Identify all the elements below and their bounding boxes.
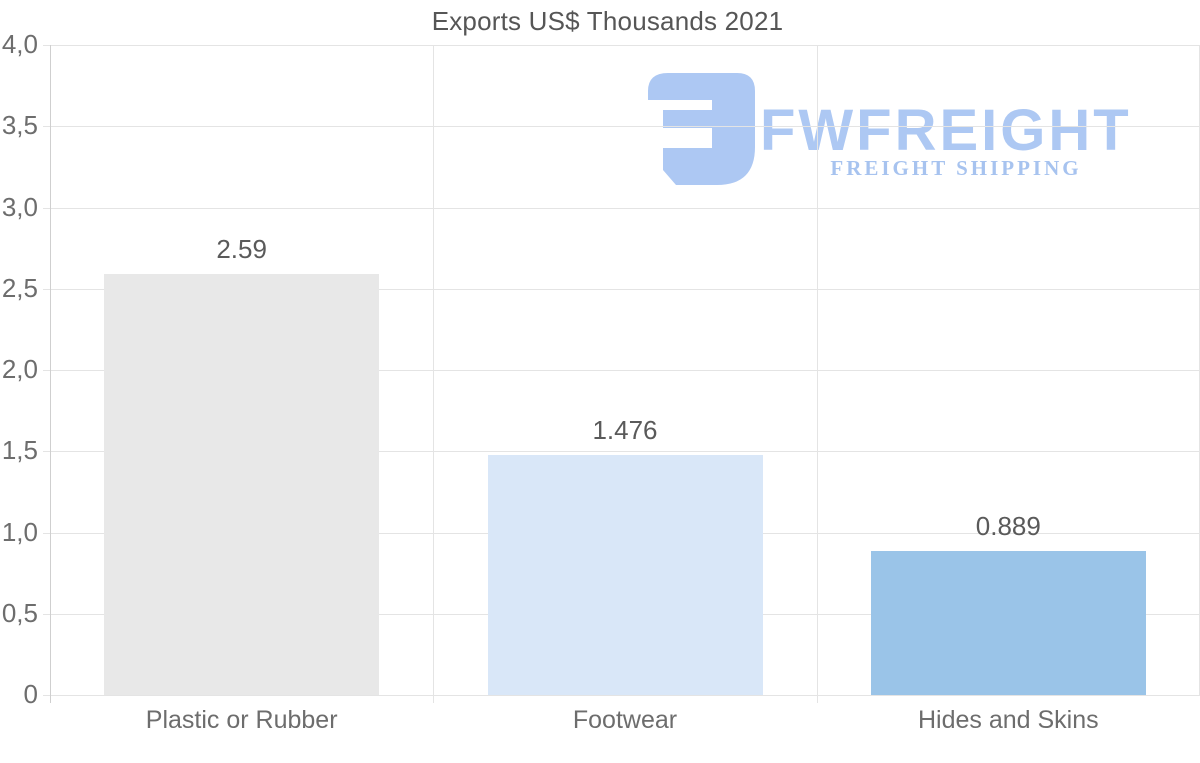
x-axis-category-label: Hides and Skins [917, 706, 1099, 734]
watermark-tagline-text: FREIGHT SHIPPING [830, 156, 1082, 180]
bar-value-label: 2.59 [216, 234, 267, 265]
bar-plastic-or-rubber [104, 274, 380, 695]
chart-title: Exports US$ Thousands 2021 [431, 6, 784, 36]
watermark-brand-text: FWFREIGHT [760, 98, 1132, 163]
y-gridline [43, 288, 1200, 290]
y-axis-tick-label: 2,0 [1, 354, 38, 384]
y-gridline [43, 207, 1200, 209]
fwfreight-logo-icon [648, 73, 755, 185]
x-axis-category-label: Footwear [572, 706, 678, 734]
y-axis-tick-label: 1,0 [1, 516, 38, 547]
y-axis-tick-label: 3,5 [1, 110, 38, 141]
x-axis-category-label: Plastic or Rubber [145, 706, 338, 734]
y-gridline [43, 45, 1200, 46]
y-axis-tick-label: 2,5 [1, 272, 38, 303]
bar-footwear [487, 455, 763, 695]
y-gridline [43, 370, 1200, 371]
y-gridline [43, 451, 1200, 453]
y-axis-tick-label: 4,0 [1, 29, 38, 59]
y-axis-tick-label: 0 [23, 679, 38, 709]
y-axis-line [50, 45, 51, 703]
x-gridline [433, 45, 435, 703]
y-axis-tick-label: 1,5 [1, 435, 38, 466]
y-axis-tick-label: 0,5 [1, 597, 38, 628]
y-gridline [43, 695, 1200, 696]
bar-value-label: 0.889 [975, 510, 1041, 541]
y-axis-tick-label: 3,0 [1, 191, 38, 222]
bar-value-label: 1.476 [592, 415, 658, 446]
x-gridline [816, 45, 818, 703]
y-gridline [43, 126, 1200, 128]
bar-hides-and-skins [870, 550, 1146, 695]
